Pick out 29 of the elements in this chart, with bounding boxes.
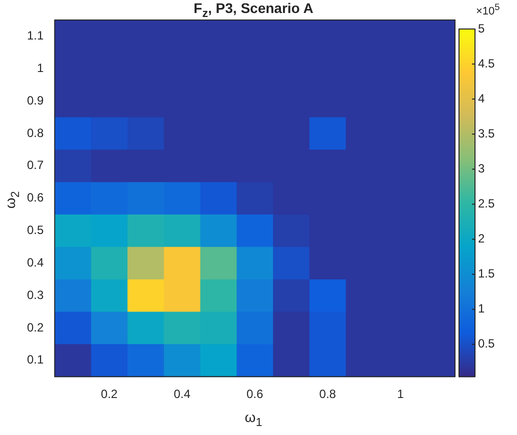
y-tick-label: 0.6 bbox=[26, 190, 44, 205]
y-tick-label: 0.2 bbox=[26, 320, 44, 334]
y-tick-label: 0.7 bbox=[26, 158, 44, 172]
text: ×10$^{5}$ bbox=[476, 2, 500, 18]
x-tick-label: 0.2 bbox=[100, 387, 118, 402]
color-bar-label: 0.5 bbox=[478, 336, 496, 351]
color-bar-label: 3 bbox=[478, 161, 485, 176]
x-tick-label: 0.6 bbox=[246, 387, 264, 402]
x-tick-label: 1 bbox=[397, 387, 404, 402]
color-bar-label: 1 bbox=[478, 302, 485, 316]
x-tick-label: 0.4 bbox=[174, 387, 191, 402]
color-bar-label: 5 bbox=[478, 21, 485, 36]
y-tick-label: 0.3 bbox=[26, 288, 44, 302]
x-axis-title: ω$_{1}$ bbox=[244, 409, 264, 429]
color-bar-label: 4 bbox=[478, 91, 485, 106]
y-tick-label: 1 bbox=[36, 60, 44, 75]
y-tick-label: 0.4 bbox=[26, 255, 44, 270]
y-tick-label: 0.5 bbox=[26, 223, 44, 238]
color-bar-label: 3.5 bbox=[478, 126, 496, 140]
y-tick-label: 1.1 bbox=[26, 28, 44, 43]
color-bar-label: 4.5 bbox=[478, 56, 496, 70]
x-tick-label: 0.8 bbox=[319, 387, 336, 402]
color-bar-label: 2 bbox=[478, 232, 485, 246]
y-tick-label: 0.1 bbox=[26, 352, 44, 367]
color-bar-label: 2.5 bbox=[478, 196, 496, 211]
chart-title: F$_{z}$, P3, Scenario A bbox=[192, 0, 314, 20]
color-bar-label: 1.5 bbox=[478, 266, 496, 281]
y-tick-label: 0.9 bbox=[26, 93, 44, 108]
y-tick-label: 0.8 bbox=[26, 126, 44, 140]
